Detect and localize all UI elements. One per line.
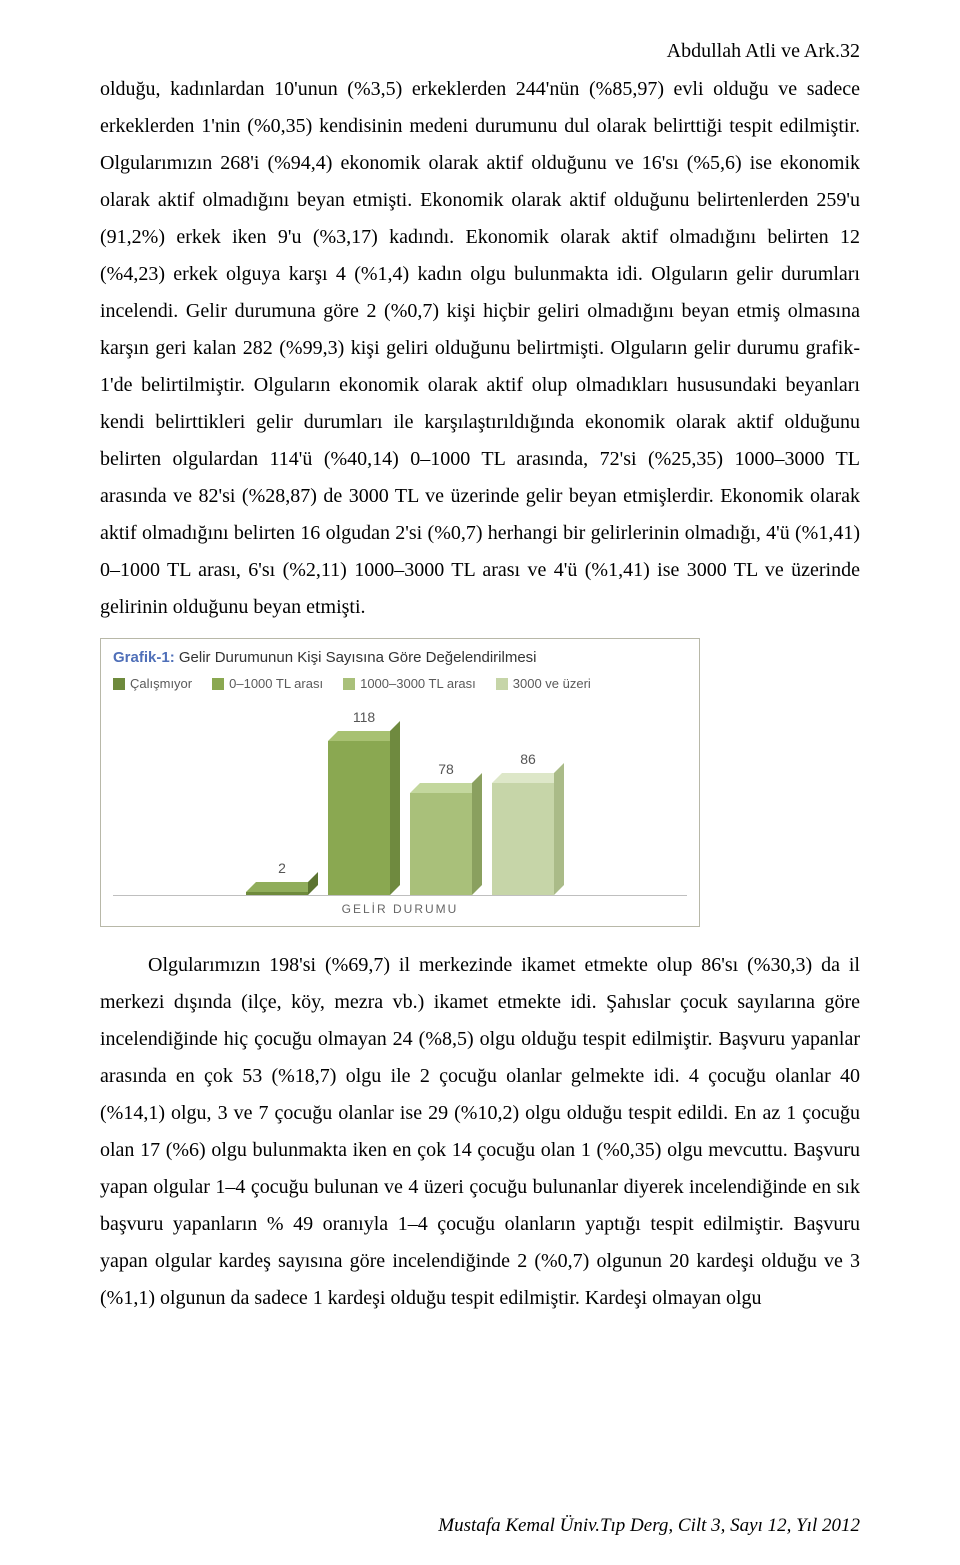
bar-side <box>554 763 564 895</box>
chart-title: Grafik-1: Gelir Durumunun Kişi Sayısına … <box>113 649 687 666</box>
paragraph-2: Olgularımızın 198'si (%69,7) il merkezin… <box>100 947 860 1317</box>
chart-title-rest: Gelir Durumunun Kişi Sayısına Göre Değel… <box>175 649 537 666</box>
chart-legend: Çalışmıyor 0–1000 TL arası 1000–3000 TL ar… <box>113 676 687 691</box>
chart-plot-area: 21187886 <box>113 705 687 896</box>
bar-value-label: 2 <box>246 860 318 876</box>
legend-item: 1000–3000 TL arası <box>343 676 476 691</box>
running-header: Abdullah Atli ve Ark.32 <box>100 40 860 63</box>
bar-side <box>472 773 482 895</box>
page: Abdullah Atli ve Ark.32 olduğu, kadınlar… <box>0 0 960 1565</box>
legend-item: 0–1000 TL arası <box>212 676 323 691</box>
running-footer: Mustafa Kemal Üniv.Tıp Derg, Cilt 3, Say… <box>438 1515 860 1537</box>
chart-bar: 2 <box>246 892 308 895</box>
income-chart: Grafik-1: Gelir Durumunun Kişi Sayısına … <box>100 638 700 927</box>
legend-label: 0–1000 TL arası <box>229 676 323 691</box>
legend-item: Çalışmıyor <box>113 676 192 691</box>
bar-front <box>410 793 472 895</box>
legend-swatch <box>496 678 508 690</box>
bar-front <box>328 741 390 895</box>
legend-label: 1000–3000 TL arası <box>360 676 476 691</box>
legend-label: Çalışmıyor <box>130 676 192 691</box>
chart-title-prefix: Grafik-1: <box>113 649 175 666</box>
legend-label: 3000 ve üzeri <box>513 676 591 691</box>
chart-bar: 86 <box>492 783 554 895</box>
bar-front <box>492 783 554 895</box>
legend-swatch <box>113 678 125 690</box>
chart-bar: 78 <box>410 793 472 895</box>
bar-value-label: 78 <box>410 761 482 777</box>
bar-value-label: 86 <box>492 751 564 767</box>
bar-side <box>390 721 400 895</box>
bar-value-label: 118 <box>328 709 400 725</box>
legend-swatch <box>212 678 224 690</box>
legend-swatch <box>343 678 355 690</box>
legend-item: 3000 ve üzeri <box>496 676 591 691</box>
paragraph-1: olduğu, kadınlardan 10'unun (%3,5) erkek… <box>100 71 860 626</box>
chart-xaxis-label: GELİR DURUMU <box>113 902 687 916</box>
chart-bar: 118 <box>328 741 390 895</box>
bar-front <box>246 892 308 895</box>
